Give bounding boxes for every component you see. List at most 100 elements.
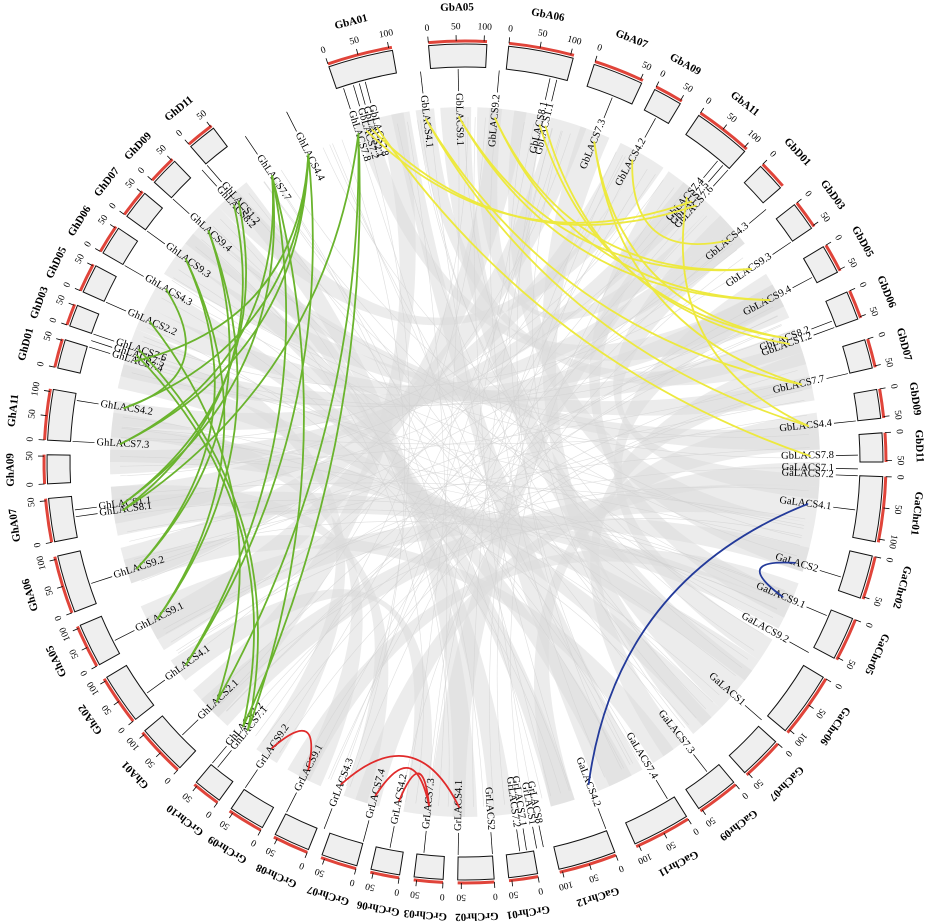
scale-tick xyxy=(184,139,190,145)
tick-label: 0 xyxy=(863,621,874,629)
chromosome-name: GhD06 xyxy=(66,203,94,238)
chromosome-name: GbD05 xyxy=(849,224,876,260)
scale-tick xyxy=(387,42,390,49)
scale-tick xyxy=(825,678,832,683)
gene-tick xyxy=(490,832,493,855)
gene-tick xyxy=(323,808,333,830)
scale-bar xyxy=(65,303,77,326)
background-link-line xyxy=(279,387,802,754)
scale-bar xyxy=(883,432,888,463)
gene-grlacs2: GrLACS2 xyxy=(482,787,496,855)
background-link-line xyxy=(121,424,809,445)
background-link-line xyxy=(122,243,733,506)
scale-tick xyxy=(48,365,55,368)
scale-tick xyxy=(735,784,740,790)
link-gblacs9-1-gblacs9-3 xyxy=(458,116,752,272)
tick-label: 0 xyxy=(783,748,794,758)
scale-tick xyxy=(808,704,814,709)
scale-tick xyxy=(883,507,890,510)
chromosome-name: GbD11 xyxy=(913,429,926,462)
background-link-line xyxy=(219,218,450,807)
tick-label: 0 xyxy=(617,862,625,873)
scale-tick xyxy=(762,159,768,165)
tick-label: 50 xyxy=(74,252,87,265)
scale-tick xyxy=(878,538,885,541)
chromosome-block xyxy=(57,550,97,613)
tick-label: 50 xyxy=(871,595,884,607)
tick-label: 100 xyxy=(35,554,48,570)
background-ribbon xyxy=(117,364,721,726)
chromosome-block xyxy=(853,388,882,422)
scale-tick xyxy=(859,314,866,318)
scale-tick xyxy=(397,877,400,884)
gene-tick xyxy=(712,169,729,187)
link-gblacs9-2-gblacs9-4 xyxy=(494,117,771,301)
chromosome-block xyxy=(837,550,873,599)
tick-label: 0 xyxy=(48,316,59,324)
chromosome-gachr01: 0 50 100 GaChr01 xyxy=(852,475,925,550)
background-link-line xyxy=(337,128,553,783)
chromosome-block xyxy=(328,49,397,90)
scale-tick xyxy=(789,729,795,735)
chromosome-block xyxy=(126,192,164,231)
tick-label: 50 xyxy=(725,112,739,126)
chromosome-block xyxy=(457,855,495,881)
background-link-line xyxy=(341,139,405,787)
link-gblacs2-1-gblacs7-6 xyxy=(371,128,697,226)
background-link-line xyxy=(280,169,798,557)
tick-label: 50 xyxy=(264,844,277,857)
gene-tick xyxy=(655,779,668,800)
scale-tick xyxy=(849,287,856,292)
chromosome-name: GaChr02 xyxy=(890,564,914,610)
gene-tick xyxy=(708,165,724,183)
background-link-line xyxy=(211,236,727,697)
background-link-line xyxy=(405,117,460,802)
scale-bar xyxy=(457,880,495,885)
gene-gblacs9-2: GbLACS9.2 xyxy=(487,70,503,147)
link-ghlacs4-2-ghlacs4-4 xyxy=(123,153,310,409)
scale-tick xyxy=(206,121,211,127)
tick-label: 0 xyxy=(26,436,36,442)
link-ghlacs1-1-ghlacs1-2 xyxy=(121,200,247,505)
scale-tick xyxy=(354,868,357,875)
background-link-line xyxy=(141,266,750,388)
tick-label: 0 xyxy=(204,808,214,819)
chromosome-name: GhD03 xyxy=(28,285,51,321)
background-ribbon xyxy=(287,549,799,782)
gene-tick xyxy=(172,198,190,215)
tick-label: 0 xyxy=(832,681,843,690)
scale-tick xyxy=(415,880,418,887)
tick-label: 50 xyxy=(892,410,903,421)
chromosome-gha11: 0 50 100 GhA11 xyxy=(6,381,77,442)
scale-tick xyxy=(322,858,325,865)
chromosome-block xyxy=(69,304,100,335)
tick-label: 0 xyxy=(36,361,47,368)
tick-label: 50 xyxy=(100,702,114,716)
scale-bar xyxy=(273,835,308,854)
gene-tick xyxy=(124,265,144,277)
tick-label: 0 xyxy=(320,45,328,56)
scale-bar xyxy=(42,454,47,485)
tick-label: 0 xyxy=(83,240,94,249)
gene-tick xyxy=(806,606,827,616)
gene-grlacs4-1: GrLACS4.1 xyxy=(453,780,465,855)
chromosome-gbd09: 0 50 GbD09 xyxy=(853,381,923,422)
background-link-line xyxy=(225,298,770,712)
background-link-line xyxy=(329,144,697,719)
chromosome-name: GbA05 xyxy=(440,1,474,14)
gene-tick xyxy=(703,160,718,179)
scale-tick xyxy=(837,657,844,661)
scale-tick xyxy=(638,845,642,852)
chromosome-block xyxy=(825,291,859,328)
gene-tick xyxy=(819,570,841,578)
link-gblacs4-2-gblacs4-3 xyxy=(631,159,731,245)
background-link-line xyxy=(147,327,561,794)
tick-label: 0 xyxy=(596,43,604,54)
scale-tick xyxy=(56,338,63,341)
scale-tick xyxy=(81,647,88,651)
background-link-line xyxy=(417,120,755,651)
gene-tick xyxy=(75,513,98,518)
tick-label: 50 xyxy=(508,889,519,900)
